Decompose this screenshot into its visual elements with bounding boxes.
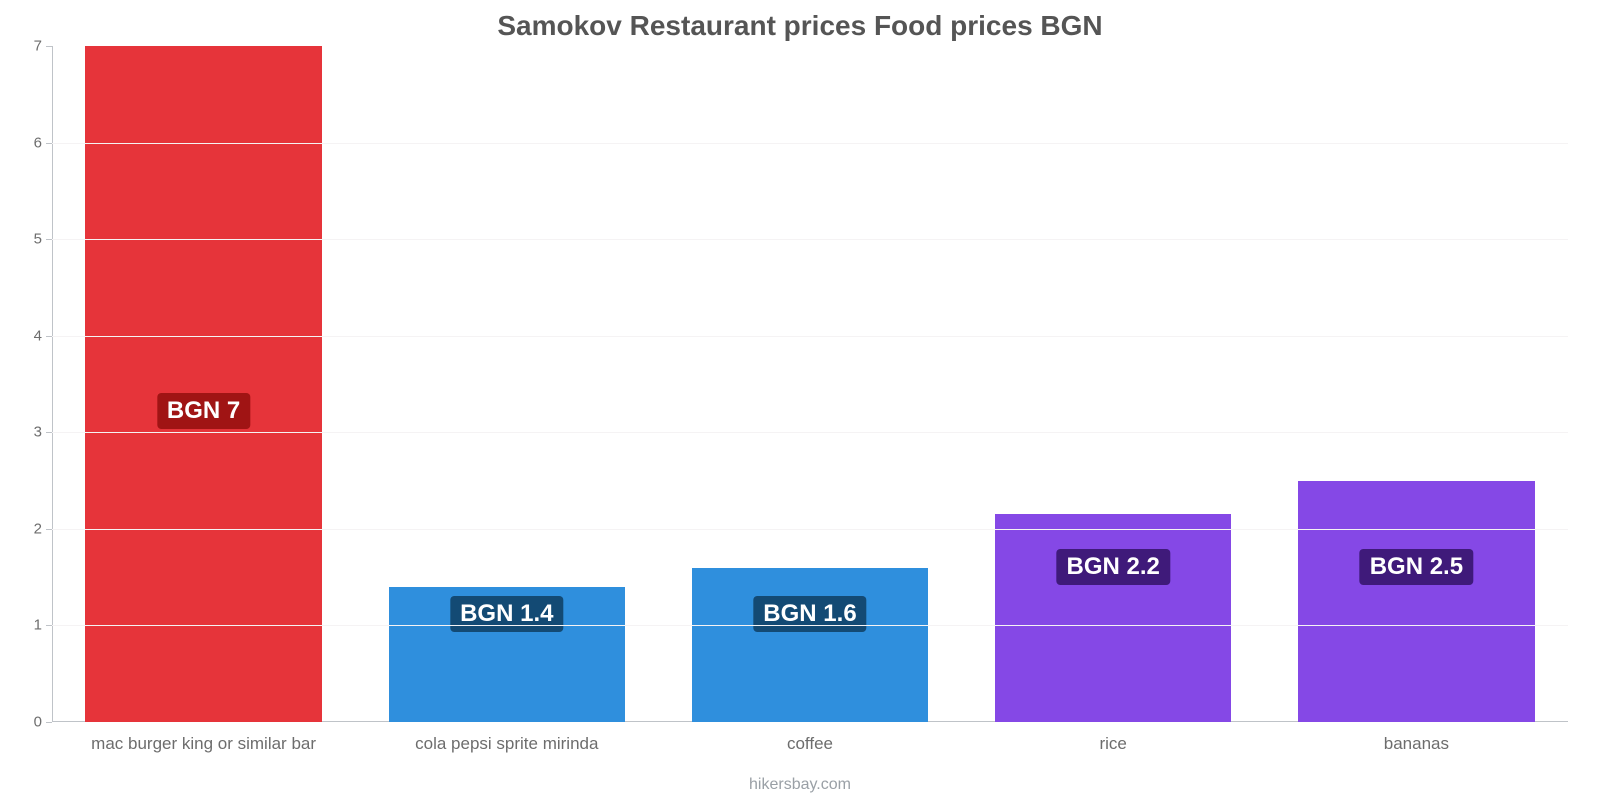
grid-line xyxy=(52,529,1568,530)
y-tick-mark xyxy=(46,432,52,433)
y-tick-mark xyxy=(46,239,52,240)
bars-container: BGN 7mac burger king or similar barBGN 1… xyxy=(52,46,1568,722)
bar-value-label: BGN 1.4 xyxy=(450,596,563,632)
bar-slot: BGN 2.2rice xyxy=(962,46,1265,722)
plot-area: BGN 7mac burger king or similar barBGN 1… xyxy=(52,46,1568,722)
x-category-label: mac burger king or similar bar xyxy=(91,722,316,754)
price-bar xyxy=(995,514,1231,722)
x-category-label: rice xyxy=(1099,722,1126,754)
bar-slot: BGN 2.5bananas xyxy=(1265,46,1568,722)
bar-value-label: BGN 7 xyxy=(157,393,250,429)
x-category-label: bananas xyxy=(1384,722,1449,754)
y-tick-mark xyxy=(46,529,52,530)
bar-value-label: BGN 1.6 xyxy=(753,596,866,632)
chart-title: Samokov Restaurant prices Food prices BG… xyxy=(20,10,1580,42)
bar-value-label: BGN 2.5 xyxy=(1360,549,1473,585)
x-category-label: cola pepsi sprite mirinda xyxy=(415,722,598,754)
grid-line xyxy=(52,239,1568,240)
x-category-label: coffee xyxy=(787,722,833,754)
chart-credit: hikersbay.com xyxy=(749,776,851,794)
y-tick-mark xyxy=(46,336,52,337)
price-bar-chart: Samokov Restaurant prices Food prices BG… xyxy=(0,0,1600,800)
grid-line xyxy=(52,432,1568,433)
price-bar xyxy=(85,46,321,722)
bar-slot: BGN 1.6coffee xyxy=(658,46,961,722)
y-tick-mark xyxy=(46,46,52,47)
grid-line xyxy=(52,336,1568,337)
grid-line xyxy=(52,143,1568,144)
y-tick-mark xyxy=(46,143,52,144)
bar-value-label: BGN 2.2 xyxy=(1057,549,1170,585)
grid-line xyxy=(52,625,1568,626)
price-bar xyxy=(1298,481,1534,722)
price-bar xyxy=(692,568,928,723)
bar-slot: BGN 1.4cola pepsi sprite mirinda xyxy=(355,46,658,722)
bar-slot: BGN 7mac burger king or similar bar xyxy=(52,46,355,722)
y-tick-mark xyxy=(46,625,52,626)
y-tick-mark xyxy=(46,722,52,723)
